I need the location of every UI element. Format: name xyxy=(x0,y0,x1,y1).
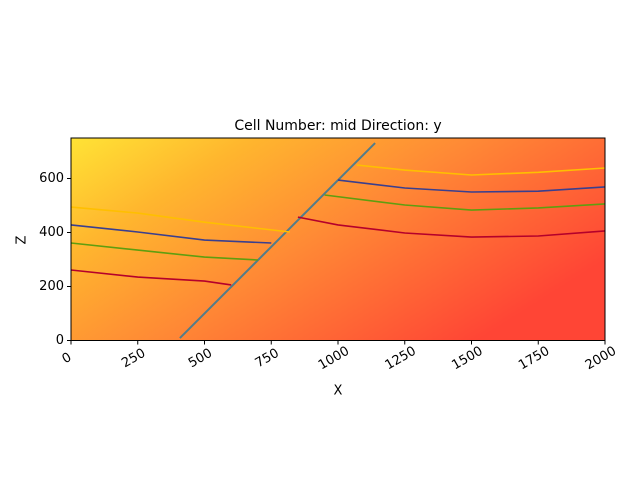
x-tick-label: 1500 xyxy=(449,344,485,374)
x-tick-label: 0 xyxy=(60,350,75,367)
scalar-field xyxy=(71,138,605,341)
y-axis-label: Z xyxy=(15,235,30,244)
y-tick-label: 200 xyxy=(39,279,64,294)
series-line xyxy=(70,164,606,233)
series-line xyxy=(70,194,606,261)
x-tick-label: 500 xyxy=(186,346,215,371)
y-tick-label: 400 xyxy=(39,225,64,240)
x-tick-label: 750 xyxy=(253,346,282,371)
series-line xyxy=(70,216,606,286)
series-line xyxy=(179,142,376,339)
x-tick-label: 1000 xyxy=(316,344,352,374)
y-tick-label: 600 xyxy=(39,171,64,186)
x-tick-label: 250 xyxy=(119,346,148,371)
x-axis-label: X xyxy=(334,384,343,399)
series-line xyxy=(70,179,606,244)
x-tick-label: 1750 xyxy=(516,344,552,374)
y-tick-label: 0 xyxy=(56,333,64,348)
x-tick-label: 1250 xyxy=(383,344,419,374)
plot-area xyxy=(70,142,606,339)
chart-title: Cell Number: mid Direction: y xyxy=(234,118,441,134)
x-tick-label: 2000 xyxy=(583,344,619,374)
